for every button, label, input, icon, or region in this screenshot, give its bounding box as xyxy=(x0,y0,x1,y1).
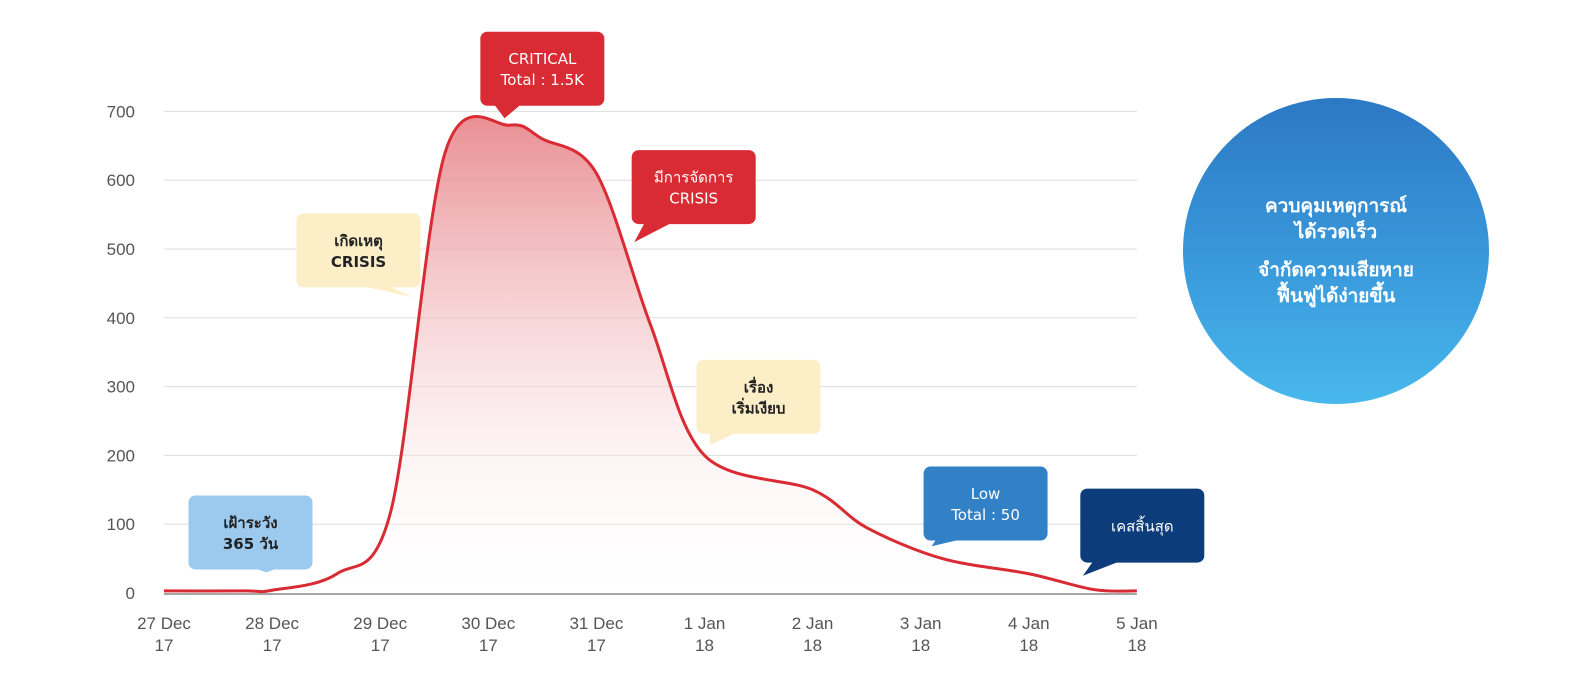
x-tick-label-line2: 18 xyxy=(1127,636,1146,655)
annotation-text: CRISIS xyxy=(331,253,386,271)
annotation-tail xyxy=(493,103,522,119)
x-tick-label: 1 Jan 18 xyxy=(684,614,726,655)
x-tick-label: 3 Jan 18 xyxy=(900,614,942,655)
annotation-box xyxy=(296,213,421,288)
y-tick-label: 600 xyxy=(107,171,135,190)
annotation-bubble: มีการจัดการ CRISIS xyxy=(631,150,756,243)
x-tick-label-line1: 27 Dec xyxy=(137,614,191,633)
x-tick-label-line1: 29 Dec xyxy=(353,614,407,633)
y-tick-label: 500 xyxy=(107,240,135,259)
annotation-text: Total : 1.5K xyxy=(500,71,585,89)
annotation-box xyxy=(1080,488,1205,563)
annotation-text: 365 วัน xyxy=(223,535,279,553)
series-area xyxy=(164,116,1137,593)
annotation-tail xyxy=(1082,560,1122,576)
y-axis-ticks: 0 100 200 300 400 500 600 700 xyxy=(107,102,135,603)
y-tick-label: 100 xyxy=(107,515,135,534)
x-tick-label: 28 Dec 17 xyxy=(245,614,299,655)
y-tick-label: 0 xyxy=(126,584,135,603)
annotation-text: CRITICAL xyxy=(508,50,577,68)
annotation-box xyxy=(923,466,1048,541)
series-line xyxy=(163,115,1137,594)
annotation-text: CRISIS xyxy=(669,190,718,208)
x-tick-label: 31 Dec 17 xyxy=(569,614,623,655)
annotation-text: เฝ้าระวัง xyxy=(223,514,277,532)
annotation-tail xyxy=(359,285,413,298)
annotation-bubble: เฝ้าระวัง 365 วัน xyxy=(188,495,313,573)
x-tick-label-line1: 5 Jan xyxy=(1116,614,1158,633)
x-tick-label-line2: 18 xyxy=(911,636,930,655)
x-tick-label: 5 Jan 18 xyxy=(1116,614,1158,655)
annotation-text: Low xyxy=(971,485,1001,503)
info-circle-line-2: ได้รวดเร็ว xyxy=(1294,221,1378,243)
x-tick-label-line2: 18 xyxy=(1019,636,1038,655)
x-tick-label: 29 Dec 17 xyxy=(353,614,407,655)
x-tick-label-line2: 18 xyxy=(695,636,714,655)
x-tick-label-line1: 28 Dec xyxy=(245,614,299,633)
x-tick-label-line1: 4 Jan xyxy=(1008,614,1050,633)
annotation-box xyxy=(631,150,756,225)
annotation-tail xyxy=(634,222,673,243)
annotation-bubble: CRITICAL Total : 1.5K xyxy=(480,31,605,119)
x-tick-label-line1: 30 Dec xyxy=(461,614,515,633)
y-tick-label: 200 xyxy=(107,446,135,465)
annotation-text: เริ่มเงียบ xyxy=(732,397,786,417)
x-tick-label-line1: 1 Jan xyxy=(684,614,726,633)
x-tick-label-line1: 31 Dec xyxy=(569,614,623,633)
annotation-bubble: เกิดเหตุ CRISIS xyxy=(296,213,421,298)
annotation-text: มีการจัดการ xyxy=(654,169,734,187)
x-tick-label: 30 Dec 17 xyxy=(461,614,515,655)
annotation-bubble: Low Total : 50 xyxy=(923,466,1048,547)
y-tick-label: 400 xyxy=(107,309,135,328)
annotation-text: เรื่อง xyxy=(744,376,774,396)
info-circle-line-3: จำกัดความเสียหาย xyxy=(1258,259,1414,281)
info-circle: ควบคุมเหตุการณ์ ได้รวดเร็ว จำกัดความเสีย… xyxy=(1183,98,1489,404)
annotation-bubble: เคสสิ้นสุด xyxy=(1080,488,1205,576)
annotations: เฝ้าระวัง 365 วัน เกิดเหตุ CRISIS CRITICAL To… xyxy=(188,31,1205,576)
info-circle-line-1: ควบคุมเหตุการณ์ xyxy=(1264,195,1408,217)
x-tick-label-line1: 3 Jan xyxy=(900,614,942,633)
x-tick-label-line1: 2 Jan xyxy=(792,614,834,633)
annotation-text: เคสสิ้นสุด xyxy=(1111,516,1174,537)
y-tick-label: 700 xyxy=(107,102,135,121)
annotation-box xyxy=(480,31,605,106)
annotation-box xyxy=(696,359,821,434)
x-tick-label-line2: 17 xyxy=(371,636,390,655)
x-tick-label-line2: 18 xyxy=(803,636,822,655)
annotation-tail xyxy=(709,431,738,446)
x-tick-label-line2: 17 xyxy=(155,636,174,655)
x-tick-label: 27 Dec 17 xyxy=(137,614,191,655)
y-tick-label: 300 xyxy=(107,378,135,397)
x-tick-label: 4 Jan 18 xyxy=(1008,614,1050,655)
annotation-text: เกิดเหตุ xyxy=(334,232,383,251)
info-circle-line-4: ฟื้นฟูได้ง่ายขึ้น xyxy=(1276,285,1396,307)
x-axis-ticks: 27 Dec 17 28 Dec 17 29 Dec 17 30 Dec 17 31 Dec 17… xyxy=(137,614,1158,655)
x-tick-label-line2: 17 xyxy=(263,636,282,655)
annotation-box xyxy=(188,495,313,570)
x-tick-label: 2 Jan 18 xyxy=(792,614,834,655)
annotation-text: Total : 50 xyxy=(950,506,1020,524)
x-tick-label-line2: 17 xyxy=(479,636,498,655)
x-tick-label-line2: 17 xyxy=(587,636,606,655)
